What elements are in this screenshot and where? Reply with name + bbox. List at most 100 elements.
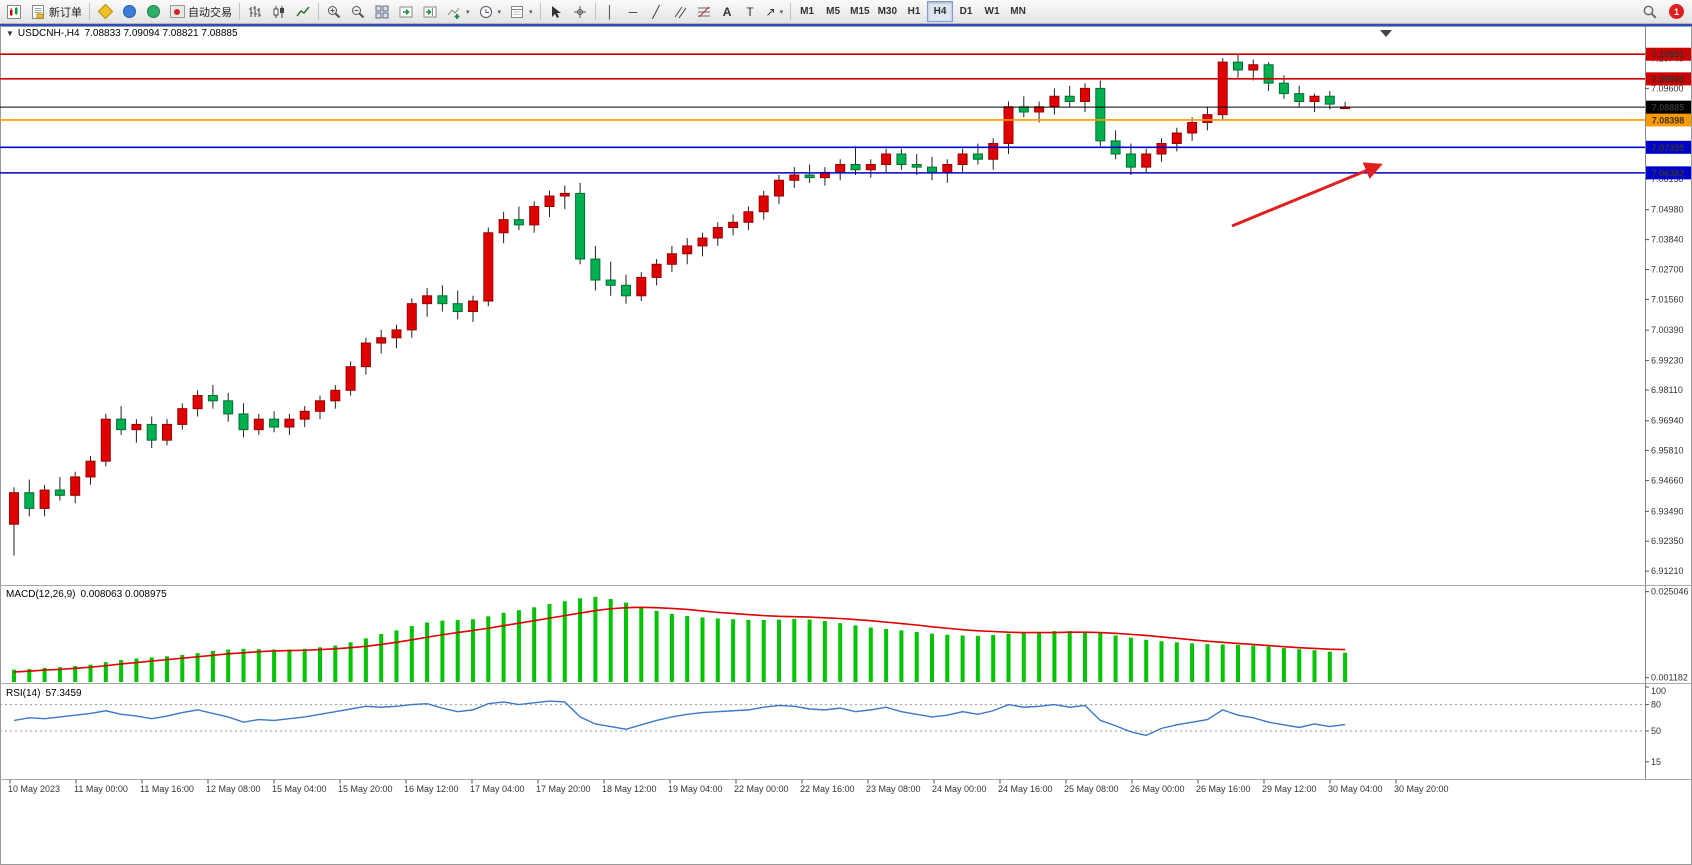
zoom-out-button[interactable] [346,1,370,22]
arrow-tools-button[interactable]: ↗ ▾ [762,1,788,22]
candle[interactable] [1278,82,1289,95]
candle[interactable] [1233,61,1243,71]
new-chart-button[interactable] [2,1,26,22]
candle[interactable] [70,476,81,496]
horizontal-line-button[interactable]: ─ [622,1,645,22]
candle[interactable] [452,303,463,313]
indicators-button[interactable]: ▾ [442,1,474,22]
candle[interactable] [406,303,417,331]
tile-windows-button[interactable] [370,1,394,22]
candle[interactable] [835,164,846,173]
timeframe-m15-button[interactable]: M15 [846,1,873,22]
search-button[interactable] [1638,1,1662,22]
vertical-line-button[interactable]: │ [599,1,622,22]
templates-button[interactable]: ▾ [505,1,537,22]
periods-button[interactable]: ▾ [474,1,506,22]
candle[interactable] [666,253,677,265]
candle[interactable] [774,179,784,197]
candle[interactable] [223,400,234,415]
candle[interactable] [1217,61,1228,116]
candle[interactable] [559,192,570,197]
zoom-in-button[interactable] [322,1,346,22]
candle[interactable] [284,418,295,428]
candle[interactable] [1324,95,1335,105]
chart-collapse-icon[interactable]: ▼ [6,29,14,38]
candle[interactable] [116,418,127,431]
candle[interactable] [712,227,723,239]
candle[interactable] [972,153,983,160]
chart-shift-button[interactable] [418,1,442,22]
candle[interactable] [881,153,892,166]
candle[interactable] [1080,87,1090,103]
bar-chart-button[interactable] [243,1,267,22]
candle[interactable] [437,295,448,305]
candle[interactable] [529,206,540,226]
candle[interactable] [24,492,35,509]
candle[interactable] [162,423,172,441]
equidistant-channel-button[interactable] [668,1,692,22]
timeframe-h1-button[interactable]: H1 [901,1,927,22]
candle[interactable] [513,219,524,226]
candle[interactable] [1095,87,1106,142]
candle[interactable] [1202,114,1213,124]
candle[interactable] [9,492,19,525]
candle[interactable] [682,245,693,255]
candle[interactable] [988,143,999,160]
candle[interactable] [789,174,800,181]
candle[interactable] [177,408,188,425]
candle[interactable] [330,389,341,402]
timeframe-m30-button[interactable]: M30 [874,1,901,22]
candle[interactable] [544,195,555,208]
new-order-button[interactable]: 新订单 [26,1,86,22]
candle[interactable] [942,164,953,173]
candle[interactable] [1294,93,1305,103]
line-chart-button[interactable] [291,1,315,22]
candle[interactable] [1309,95,1320,103]
chart-canvas[interactable]: 7.107407.096007.061507.049807.038407.027… [0,24,1692,865]
candle[interactable] [728,221,739,229]
trend-arrow-annotation[interactable] [1231,162,1383,228]
candle[interactable] [605,279,616,286]
notification-badge[interactable]: 1 [1669,4,1684,19]
candle[interactable] [345,366,356,391]
candle[interactable] [1263,64,1274,84]
candle[interactable] [39,489,50,509]
candle[interactable] [1171,132,1182,145]
candle[interactable] [1064,95,1075,103]
candle[interactable] [590,258,601,281]
timeframe-mn-button[interactable]: MN [1005,1,1031,22]
candle[interactable] [865,164,876,171]
candle[interactable] [376,337,387,344]
candle[interactable] [927,166,937,173]
candle[interactable] [1003,106,1014,145]
candle[interactable] [422,295,433,305]
chart-shift-marker[interactable] [1380,30,1392,37]
auto-scroll-button[interactable] [394,1,418,22]
candle[interactable] [85,460,96,478]
candle[interactable] [498,219,509,234]
text-button[interactable]: A [716,1,739,22]
candle[interactable] [146,423,157,441]
candle[interactable] [100,418,111,462]
candle[interactable] [575,192,586,260]
candlestick-chart-button[interactable] [267,1,291,22]
crosshair-button[interactable] [568,1,592,22]
candle[interactable] [1248,64,1259,71]
timeframe-h4-button[interactable]: H4 [927,1,954,22]
candle[interactable] [391,329,402,339]
fibonacci-button[interactable] [692,1,716,22]
candle[interactable] [238,413,249,431]
metaeditor-button[interactable] [93,1,117,22]
candle[interactable] [743,211,754,223]
candle[interactable] [269,418,280,428]
timeframe-m5-button[interactable]: M5 [820,1,846,22]
candle[interactable] [468,300,478,313]
timeframe-d1-button[interactable]: D1 [953,1,979,22]
timeframe-w1-button[interactable]: W1 [979,1,1005,22]
candle[interactable] [621,284,631,297]
candle[interactable] [1125,153,1136,168]
community-button[interactable] [117,1,141,22]
candle[interactable] [957,153,968,166]
text-label-button[interactable]: T [739,1,762,22]
candle[interactable] [850,164,861,171]
